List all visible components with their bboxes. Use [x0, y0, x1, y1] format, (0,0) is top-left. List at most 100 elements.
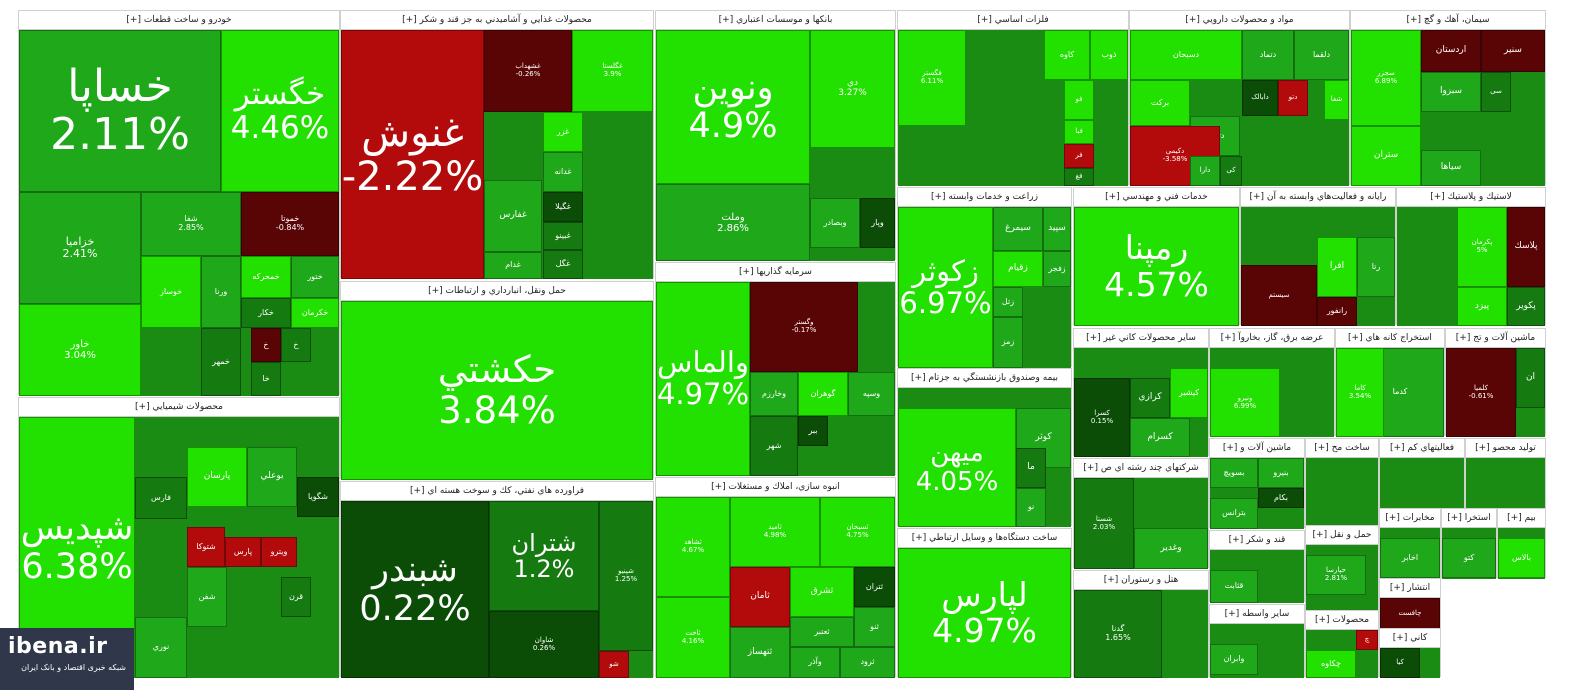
stock-tile[interactable]: فغ — [1064, 168, 1094, 186]
stock-tile[interactable]: شو — [599, 651, 629, 678]
stock-tile[interactable]: ذوب — [1090, 30, 1128, 80]
stock-tile[interactable]: بكام — [1258, 488, 1304, 508]
stock-tile[interactable]: خکرمان — [291, 298, 339, 328]
stock-tile[interactable]: كيشير — [1170, 368, 1208, 418]
stock-tile[interactable]: ثامان — [730, 567, 790, 627]
stock-tile[interactable]: فو — [1064, 80, 1094, 120]
stock-tile[interactable]: پارس — [225, 537, 261, 567]
stock-tile[interactable]: خموتا -0.84% — [241, 192, 339, 256]
stock-tile[interactable]: فر — [1064, 144, 1094, 168]
stock-tile[interactable]: غدانه — [543, 152, 583, 192]
stock-tile[interactable]: ونيرو 6.99% — [1210, 368, 1280, 437]
stock-tile[interactable]: کی — [1220, 156, 1242, 186]
stock-tile[interactable]: دابالک — [1242, 80, 1278, 116]
stock-tile[interactable]: خ — [281, 328, 311, 362]
stock-tile[interactable]: ستران — [1351, 126, 1421, 186]
sector-header[interactable]: زراعت و خدمات وابسته [+] — [898, 188, 1071, 207]
stock-tile[interactable]: ثتران — [854, 567, 895, 607]
stock-tile[interactable]: وخارزم — [750, 372, 798, 416]
sector-header[interactable]: عرضه برق، گاز، بخاروآ [+] — [1210, 329, 1334, 348]
stock-tile[interactable]: خزامیا 2.41% — [19, 192, 141, 304]
stock-tile[interactable]: ثتهساز — [730, 627, 790, 678]
stock-tile[interactable]: شفا 2.85% — [141, 192, 241, 256]
stock-tile[interactable]: خگستر 4.46% — [221, 30, 339, 192]
stock-tile[interactable]: اخابر — [1380, 538, 1440, 578]
stock-tile[interactable]: چافست — [1380, 598, 1440, 629]
stock-tile[interactable]: پارسان — [187, 447, 247, 507]
stock-tile[interactable]: كلميا -0.61% — [1446, 348, 1516, 437]
stock-tile[interactable]: ونوين 4.9% — [656, 30, 810, 184]
stock-tile[interactable]: اردستان — [1421, 30, 1481, 72]
stock-tile[interactable]: وبصادر — [810, 198, 860, 248]
stock-tile[interactable]: برکت — [1130, 80, 1190, 126]
stock-tile[interactable]: ببر — [798, 416, 828, 446]
stock-tile[interactable]: پكرمان 5% — [1457, 207, 1507, 287]
stock-tile[interactable]: غدام — [484, 252, 542, 279]
stock-tile[interactable]: سی — [1481, 72, 1511, 112]
stock-tile[interactable]: ويترو — [261, 537, 297, 567]
stock-tile[interactable]: سيمرغ — [993, 207, 1043, 251]
stock-tile[interactable]: غگلستا 3.9% — [572, 30, 653, 112]
stock-tile[interactable]: نو — [1016, 488, 1046, 527]
stock-tile[interactable]: بوعلي — [247, 447, 297, 507]
sector-header[interactable]: انتشار [+] — [1380, 579, 1440, 598]
stock-tile[interactable]: وسپه — [848, 372, 895, 416]
stock-tile[interactable]: فگستر 6.11% — [898, 30, 966, 126]
stock-tile[interactable]: زمز — [993, 317, 1023, 368]
stock-tile[interactable]: زتل — [993, 287, 1023, 317]
stock-tile[interactable]: رمپنا 4.57% — [1074, 207, 1239, 326]
stock-tile[interactable]: وابران — [1210, 644, 1258, 675]
stock-tile[interactable]: دتماد — [1242, 30, 1294, 80]
stock-tile[interactable]: خ — [251, 328, 281, 362]
stock-tile[interactable]: ثرود — [840, 647, 895, 678]
sector-header[interactable]: هتل و رستوران [+] — [1074, 571, 1208, 590]
stock-tile[interactable]: غزر — [543, 112, 583, 152]
stock-tile[interactable]: وآذر — [790, 647, 840, 678]
stock-tile[interactable]: قرن — [281, 577, 311, 617]
stock-tile[interactable]: پلاسك — [1507, 207, 1545, 287]
stock-tile[interactable]: کاوه — [1044, 30, 1090, 80]
stock-tile[interactable]: سیاها — [1421, 150, 1481, 186]
stock-tile[interactable]: چكاوه — [1306, 650, 1356, 678]
stock-tile[interactable]: شفن — [187, 567, 227, 627]
stock-tile[interactable]: نوري — [135, 617, 187, 678]
stock-tile[interactable]: کاما 3.54% — [1336, 348, 1384, 437]
stock-tile[interactable]: چ — [1356, 630, 1378, 650]
sector-header[interactable]: مواد و محصولات دارويي [+] — [1130, 11, 1349, 30]
stock-tile[interactable]: غگیلا — [543, 192, 583, 222]
sector-header[interactable]: ساخت مح [+] — [1306, 439, 1378, 458]
sector-header[interactable]: مخابرات [+] — [1380, 509, 1440, 528]
sector-header[interactable]: بيم [+] — [1498, 509, 1545, 528]
stock-tile[interactable]: حپارسا 2.81% — [1306, 555, 1366, 595]
stock-tile[interactable]: زفجر — [1043, 251, 1071, 287]
stock-tile[interactable]: وملت 2.86% — [656, 184, 810, 261]
stock-tile[interactable]: بنیرو — [1258, 458, 1304, 488]
stock-tile[interactable]: شبندر 0.22% — [341, 501, 489, 678]
stock-tile[interactable]: دسبحان — [1130, 30, 1242, 80]
stock-tile[interactable]: بسويچ — [1210, 458, 1258, 488]
stock-tile[interactable]: لپارس 4.97% — [898, 548, 1071, 678]
stock-tile[interactable]: شفا — [1324, 80, 1349, 120]
stock-tile[interactable]: غفارس — [484, 180, 542, 252]
stock-tile[interactable]: خکار — [241, 298, 291, 328]
stock-tile[interactable]: فارس — [135, 477, 187, 519]
stock-tile[interactable]: فبا — [1064, 120, 1094, 144]
stock-tile[interactable]: سبزوا — [1421, 72, 1481, 112]
stock-tile[interactable]: وگستر -0.17% — [750, 282, 858, 372]
stock-tile[interactable]: دي 3.27% — [810, 30, 895, 148]
stock-tile[interactable]: ثشرق — [790, 567, 854, 617]
stock-tile[interactable]: ما — [1016, 448, 1046, 488]
stock-tile[interactable]: شپنيو 1.25% — [599, 501, 653, 651]
sector-header[interactable]: فلزات اساسي [+] — [898, 11, 1128, 30]
sector-header[interactable]: رايانه و فعاليت‌هاي وابسته به آن [+] — [1241, 188, 1395, 207]
stock-tile[interactable]: غشهداب -0.26% — [484, 30, 572, 112]
stock-tile[interactable]: وغدير — [1134, 528, 1208, 569]
stock-tile[interactable]: گوهران — [798, 372, 848, 416]
stock-tile[interactable]: خوساز — [141, 256, 201, 328]
sector-header[interactable]: خدمات فني و مهندسي [+] — [1074, 188, 1239, 207]
sector-header[interactable]: محصولات [+] — [1306, 611, 1378, 630]
stock-tile[interactable]: دتو — [1278, 80, 1308, 116]
stock-tile[interactable]: ميهن 4.05% — [898, 408, 1016, 527]
stock-tile[interactable]: دارا — [1190, 156, 1220, 186]
stock-tile[interactable]: بالاس — [1498, 538, 1545, 578]
